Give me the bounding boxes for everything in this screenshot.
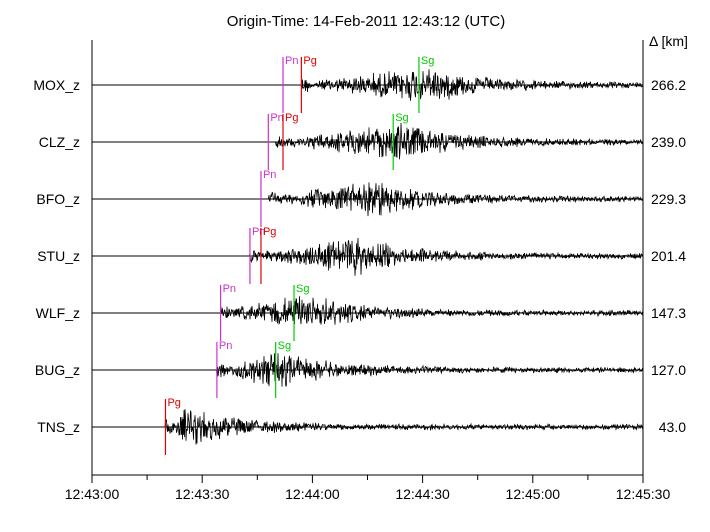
pick-label-sg: Sg [278,340,291,352]
x-tick-label: 12:45:30 [616,486,671,502]
distance-label: 43.0 [659,419,686,435]
trace-wlf-z: WLF_z 147.3 Pn Sg [36,283,686,341]
distance-label: 266.2 [651,77,686,93]
trace-bfo-z: BFO_z 229.3 Pn [36,169,686,227]
waveform [248,237,644,276]
trace-bug-z: BUG_z 127.0 Pn Sg [35,340,686,398]
waveform [164,409,644,445]
trace-tns-z: TNS_z 43.0 Pg [37,397,686,455]
distance-label: 239.0 [651,134,686,150]
station-label: MOX_z [33,77,80,93]
x-axis: 12:43:00 12:43:30 12:44:00 12:44:30 12:45:00… [65,475,671,502]
x-tick-label: 12:43:00 [65,486,120,502]
waveform [300,69,644,101]
distance-label: 127.0 [651,362,686,378]
station-label: STU_z [37,248,80,264]
waveform [215,353,644,387]
waveform [219,296,644,325]
distance-label: 201.4 [651,248,686,264]
pick-label-pn: Pn [263,169,276,181]
waveform [267,182,644,217]
pick-label-pn: Pn [223,283,236,295]
trace-clz-z: CLZ_z 239.0 Pn Pg Sg [39,112,686,170]
distance-label: 147.3 [651,305,686,321]
pick-label-pn: Pn [285,55,298,67]
pick-label-pn: Pn [219,340,232,352]
x-tick-label: 12:44:00 [285,486,340,502]
waveform [275,122,644,160]
station-label: TNS_z [37,419,80,435]
trace-mox-z: MOX_z 266.2 Pn Pg Sg [33,55,686,113]
distance-label: 229.3 [651,191,686,207]
pick-label-pg: Pg [167,397,180,409]
pick-label-pn: Pn [252,226,265,238]
station-label: CLZ_z [39,134,80,150]
pick-label-sg: Sg [296,283,309,295]
x-tick-label: 12:44:30 [395,486,450,502]
pick-label-pn: Pn [270,112,283,124]
station-label: BUG_z [35,362,80,378]
right-axis-label: Δ [km] [649,33,688,49]
x-tick-label: 12:45:00 [506,486,561,502]
pick-label-pg: Pg [285,112,298,124]
pick-label-sg: Sg [395,112,408,124]
pick-label-pg: Pg [303,55,316,67]
x-tick-label: 12:43:30 [175,486,230,502]
pick-label-pg: Pg [263,226,276,238]
station-label: BFO_z [36,191,80,207]
station-label: WLF_z [36,305,80,321]
chart-title: Origin-Time: 14-Feb-2011 12:43:12 (UTC) [227,13,505,30]
pick-label-sg: Sg [421,55,434,67]
